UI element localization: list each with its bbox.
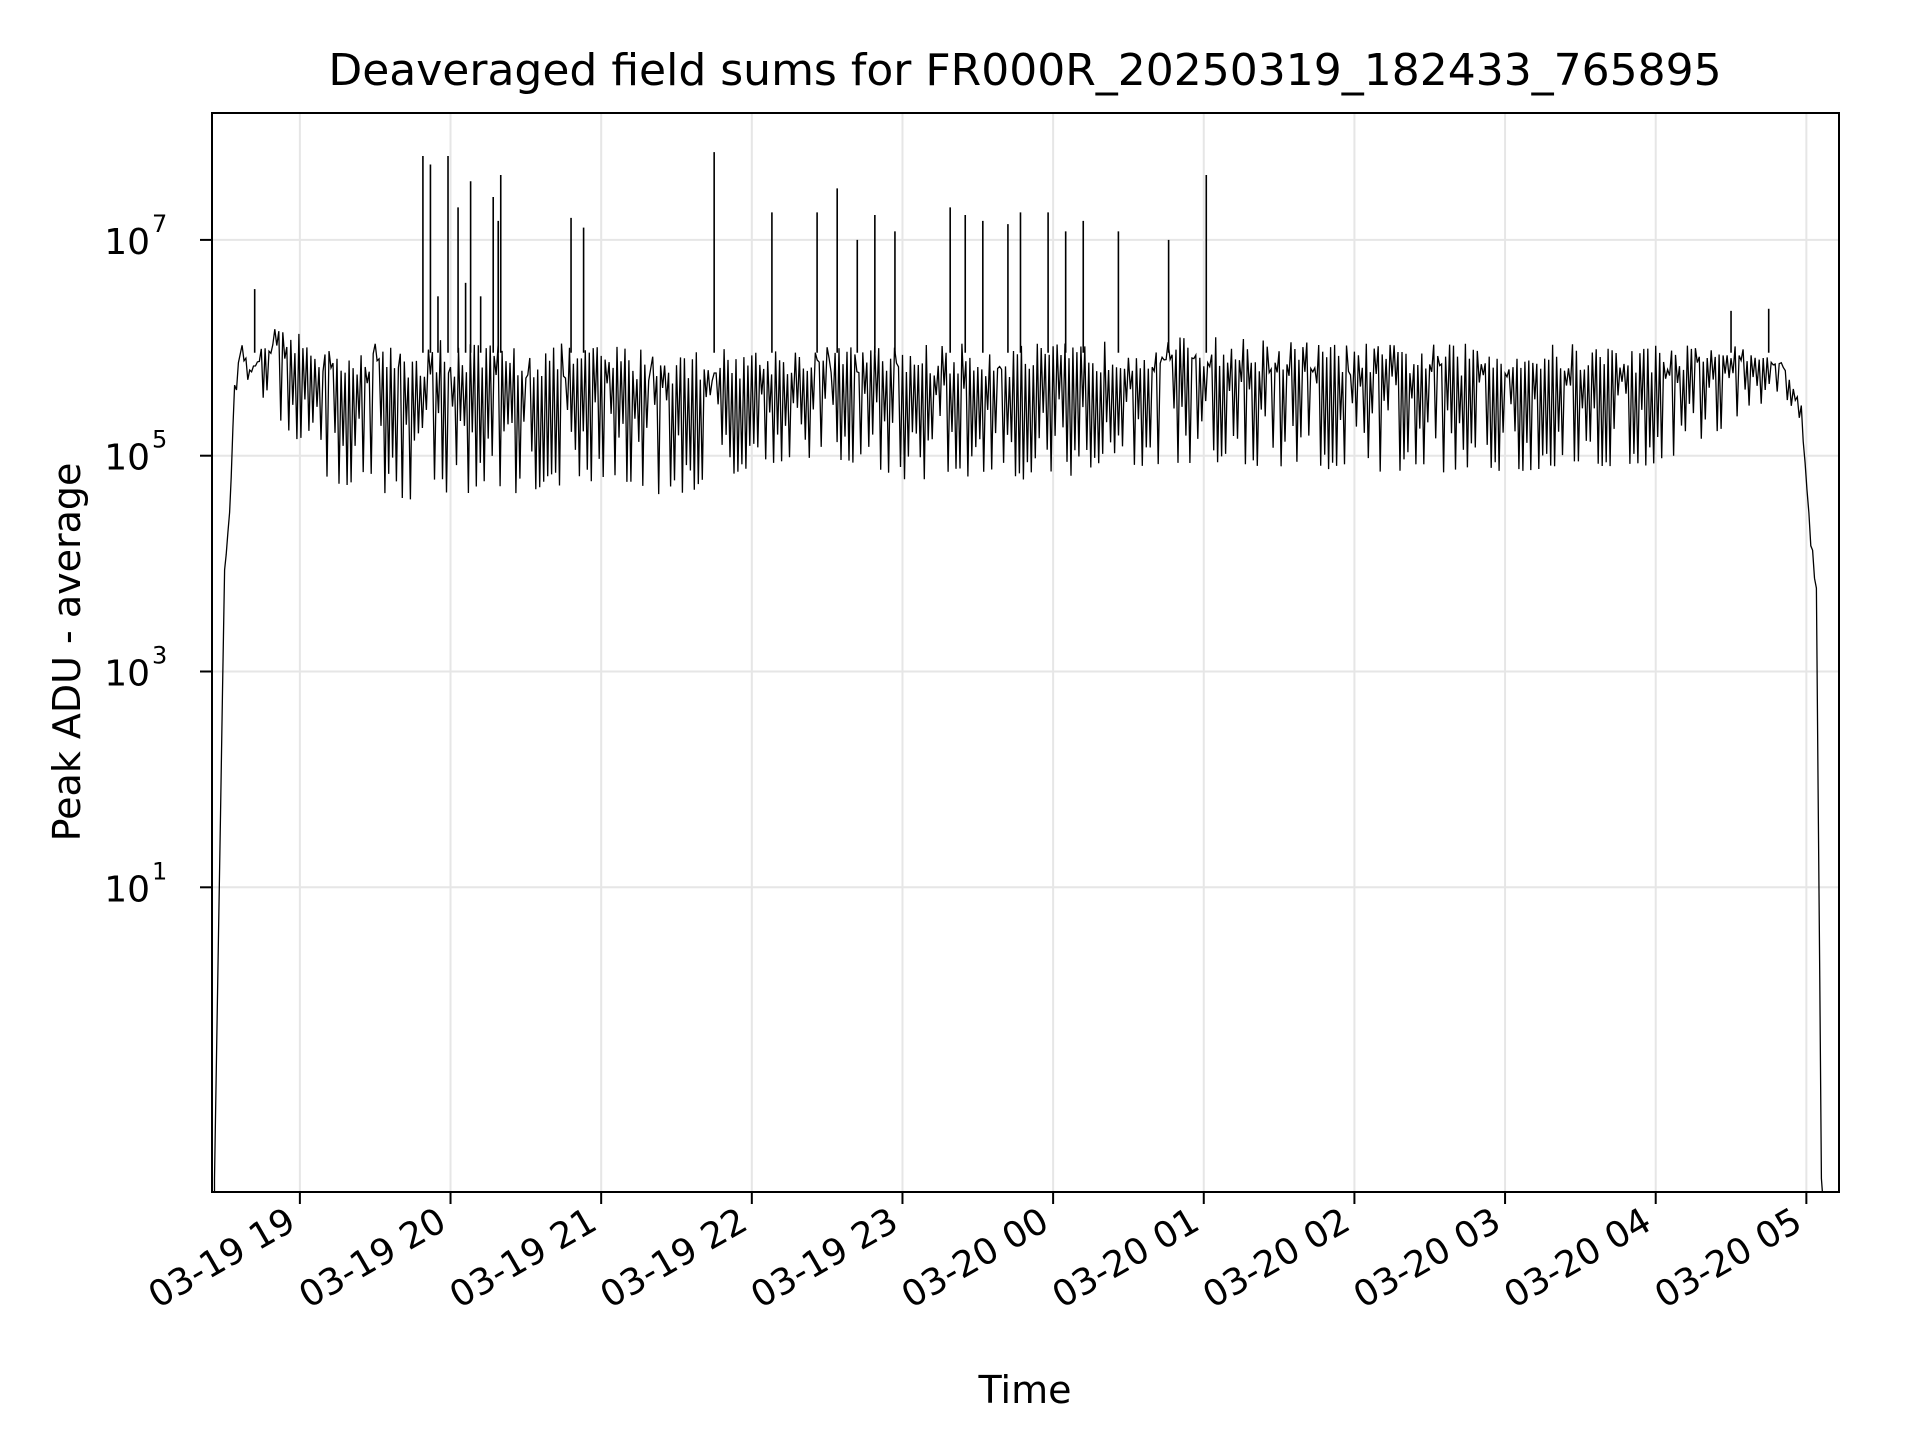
series-line (213, 329, 1824, 1193)
y-tick-label: 10 (104, 438, 150, 479)
y-axis-label: Peak ADU - average (45, 463, 89, 842)
y-tick-exponent: 3 (152, 642, 167, 670)
y-tick-label: 10 (104, 654, 150, 695)
y-tick-exponent: 5 (152, 426, 167, 454)
grid-lines (212, 113, 1839, 1192)
chart-title: Deaveraged field sums for FR000R_2025031… (328, 45, 1721, 96)
y-tick-exponent: 1 (152, 857, 167, 885)
plot-frame (211, 112, 1840, 1193)
y-tick-label: 10 (104, 222, 150, 263)
x-axis-label: Time (978, 1368, 1072, 1412)
data-series (213, 329, 1824, 1193)
y-tick-exponent: 7 (152, 210, 167, 238)
data-spikes (253, 152, 1770, 353)
y-tick-label: 10 (104, 869, 150, 910)
